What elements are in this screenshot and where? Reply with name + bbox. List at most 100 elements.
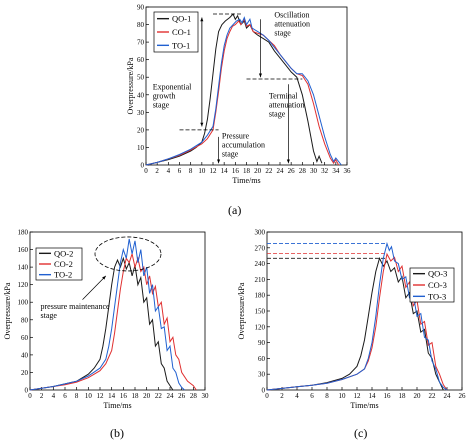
x-tick-label: 14 [108,392,116,400]
x-tick-label: 28 [299,167,307,175]
y-tick-label: 90 [258,339,266,347]
stage-annotation: Oscillation attenuation stage [274,11,310,38]
panel-b-chart: 0 2 4 6 8 10 12 14 16 18 20 22 24 26 28 300204060801001… [3,229,209,411]
y-tick-label: 60 [21,334,29,342]
series-line-to-1 [145,16,342,166]
panel-label-c: (c) [354,426,368,440]
x-tick-label: 4 [52,392,56,400]
x-tick-label: 20 [143,392,151,400]
x-tick-label: 16 [232,167,240,175]
x-tick-label: 14 [221,167,229,175]
annotation-arrowhead [200,122,204,127]
x-tick-label: 12 [97,392,105,400]
legend-entry: QO-2 [54,248,73,258]
y-tick-label: 270 [255,244,266,252]
x-tick-label: 26 [459,392,467,400]
x-tick-label: 26 [288,167,296,175]
y-tick-label: 30 [137,109,145,117]
y-tick-label: 40 [137,91,145,99]
panel-c-chart: 0 2 4 6 8 10 12 14 16 18 20 22 24 2603060901201501802… [237,229,466,411]
stage-annotation: pressure maintenance stage [41,302,111,320]
x-tick-label: 6 [310,392,314,400]
x-tick-label: 6 [178,167,182,175]
y-tick-label: 180 [18,229,29,237]
x-tick-label: 0 [265,392,269,400]
y-axis-label: Overpressure/kPa [237,282,246,339]
stage-annotation: Terminal attenuation stage [269,91,305,118]
legend-entry: QO-3 [428,269,447,279]
x-tick-label: 22 [155,392,163,400]
y-tick-label: 20 [137,126,145,134]
y-tick-label: 0 [141,162,145,170]
annotation-arrow [82,275,107,300]
legend-entry: CO-1 [172,27,191,37]
x-tick-label: 18 [243,167,251,175]
x-tick-label: 6 [63,392,67,400]
x-tick-label: 0 [144,167,148,175]
legend-entry: TO-2 [54,270,72,280]
x-tick-label: 8 [325,392,329,400]
x-tick-label: 16 [384,392,392,400]
stage-annotation: Exponential growth stage [153,83,192,110]
legend-entry: QO-1 [172,14,191,24]
x-tick-label: 16 [120,392,128,400]
stage-annotation: Pressure accumulation stage [222,132,265,159]
x-tick-label: 20 [254,167,262,175]
x-tick-label: 22 [265,167,273,175]
y-tick-label: 30 [258,371,266,379]
panel-label-b: (b) [110,426,124,440]
y-tick-label: 60 [137,56,145,64]
x-tick-label: 2 [155,167,159,175]
y-axis-label: Overpressure/kPa [126,57,135,114]
x-tick-label: 4 [167,167,171,175]
y-tick-label: 20 [21,369,29,377]
panel-a-chart: 0 2 4 6 8 10 12 14 16 18 20 22 24 26 28 30 32 34 360102030… [126,4,351,186]
x-tick-label: 20 [414,392,422,400]
y-tick-label: 70 [137,39,145,47]
x-tick-label: 24 [444,392,452,400]
panel-label-a: (a) [228,203,242,217]
y-tick-label: 100 [18,299,29,307]
y-tick-label: 80 [21,316,29,324]
maintenance-region-ellipse [94,236,162,272]
x-tick-label: 18 [399,392,407,400]
x-tick-label: 18 [132,392,140,400]
y-tick-label: 40 [21,351,29,359]
y-axis-label: Overpressure/kPa [3,282,12,339]
x-tick-label: 30 [202,392,210,400]
x-tick-label: 28 [190,392,198,400]
y-tick-label: 120 [255,323,266,331]
x-tick-label: 24 [167,392,175,400]
x-tick-label: 34 [332,167,340,175]
x-tick-label: 2 [40,392,44,400]
y-tick-label: 10 [137,144,145,152]
annotation-arrowhead [286,159,290,164]
plot-frame [29,231,206,391]
x-tick-label: 8 [189,167,193,175]
y-tick-label: 120 [18,281,29,289]
series-line-qo-3 [266,256,444,391]
y-tick-label: 60 [258,355,266,363]
y-tick-label: 80 [137,21,145,29]
x-tick-label: 2 [280,392,284,400]
y-tick-label: 150 [255,308,266,316]
x-tick-label: 4 [295,392,299,400]
y-tick-label: 240 [255,260,266,268]
x-axis-label: Time/ms [232,176,260,185]
x-tick-label: 32 [321,167,329,175]
y-tick-label: 0 [25,387,29,395]
x-tick-label: 10 [339,392,347,400]
x-tick-label: 22 [429,392,437,400]
y-tick-label: 90 [137,4,145,12]
x-tick-label: 8 [75,392,79,400]
x-tick-label: 26 [178,392,186,400]
series-line-qo-1 [145,13,323,166]
plot-frame [266,231,463,391]
y-tick-label: 210 [255,276,266,284]
x-tick-label: 30 [310,167,318,175]
x-tick-label: 10 [198,167,206,175]
annotation-arrowhead [102,275,106,280]
legend-entry: CO-2 [54,259,73,269]
y-tick-label: 0 [262,387,266,395]
y-tick-label: 180 [255,292,266,300]
